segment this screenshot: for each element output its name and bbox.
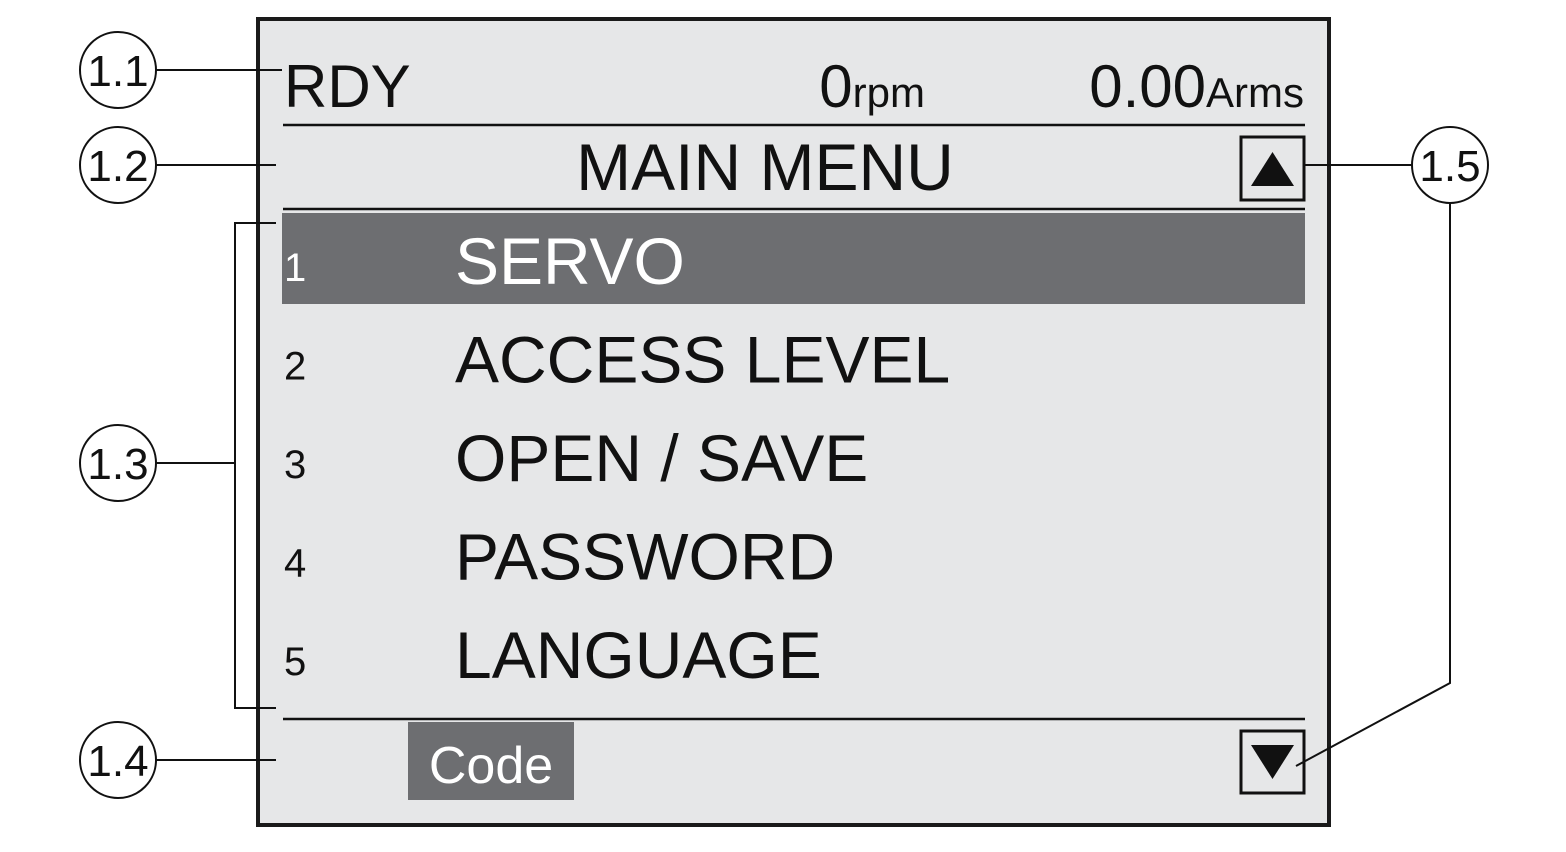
menu-item[interactable]: 3 OPEN / SAVE — [284, 421, 868, 495]
scroll-up-button[interactable] — [1239, 135, 1306, 202]
triangle-down-icon — [1251, 745, 1294, 779]
callout-1-3: 1.3 — [79, 424, 157, 502]
menu-item-label: OPEN / SAVE — [455, 421, 868, 495]
callout-1-5: 1.5 — [1411, 126, 1489, 204]
speed-value: 0 — [819, 53, 852, 120]
menu-item[interactable]: 1 SERVO — [282, 213, 1305, 304]
triangle-up-icon — [1251, 152, 1294, 186]
screen-frame — [256, 17, 1331, 827]
callout-1-1: 1.1 — [79, 31, 157, 109]
menu-item-number: 4 — [284, 542, 306, 586]
speed-unit: rpm — [853, 69, 925, 116]
callout-label: 1.1 — [87, 47, 148, 96]
callout-label: 1.2 — [87, 142, 148, 191]
menu-item-number: 1 — [284, 246, 306, 290]
menu-list: 1 SERVO 2 ACCESS LEVEL 3 OPEN / SAVE 4 PASSWORD… — [282, 213, 1305, 692]
callout-label: 1.5 — [1419, 142, 1480, 191]
callout-lines — [156, 69, 1451, 767]
menu-item[interactable]: 2 ACCESS LEVEL — [284, 323, 950, 397]
menu-item-number: 3 — [284, 443, 306, 487]
current-unit: Arms — [1206, 69, 1304, 116]
softkey-code-button[interactable]: Code — [408, 722, 574, 800]
callout-markers: 1.1 1.2 1.3 1.4 1.5 — [79, 31, 1489, 799]
menu-title: MAIN MENU — [576, 130, 954, 204]
menu-item[interactable]: 5 LANGUAGE — [284, 618, 822, 692]
speed-readout: 0rpm — [819, 53, 925, 120]
callout-label: 1.3 — [87, 440, 148, 489]
menu-item-label: ACCESS LEVEL — [455, 323, 950, 397]
menu-item-label: LANGUAGE — [455, 618, 822, 692]
selection-highlight — [282, 213, 1305, 304]
current-readout: 0.00Arms — [1089, 53, 1304, 120]
menu-item[interactable]: 4 PASSWORD — [284, 520, 835, 594]
menu-item-label: SERVO — [455, 224, 685, 298]
menu-item-number: 5 — [284, 640, 306, 684]
menu-item-number: 2 — [284, 345, 306, 389]
callout-label: 1.4 — [87, 737, 148, 786]
softkey-label: Code — [429, 737, 553, 795]
current-value: 0.00 — [1089, 53, 1206, 120]
callout-1-2: 1.2 — [79, 126, 157, 204]
menu-item-label: PASSWORD — [455, 520, 835, 594]
callout-1-4: 1.4 — [79, 721, 157, 799]
status-state: RDY — [284, 53, 411, 120]
